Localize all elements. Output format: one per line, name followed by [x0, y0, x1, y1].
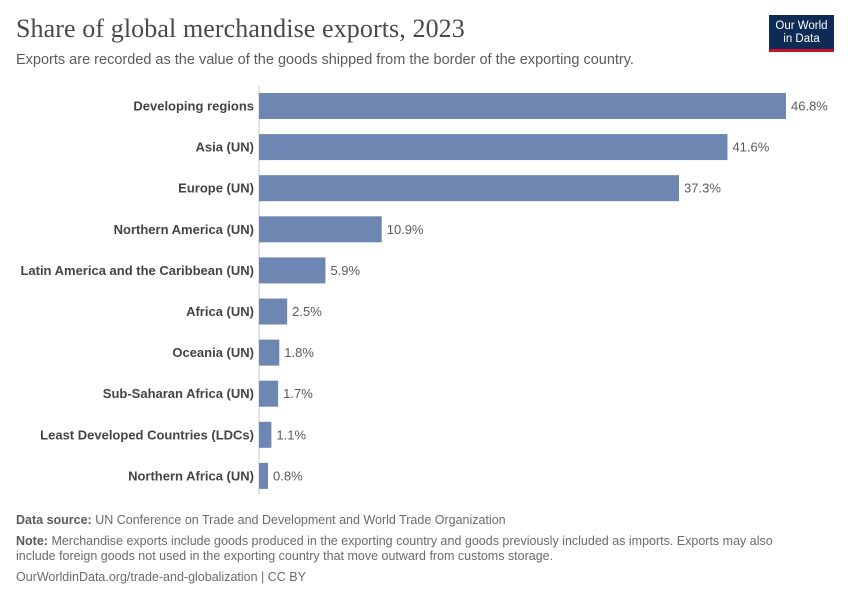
value-label: 10.9%: [387, 222, 424, 237]
bar[interactable]: [259, 421, 272, 448]
bar[interactable]: [259, 93, 786, 119]
note-text: Merchandise exports include goods produc…: [16, 534, 773, 563]
value-label: 41.6%: [732, 140, 769, 155]
value-label: 46.8%: [791, 99, 828, 114]
source-label: Data source:: [16, 513, 92, 527]
bar[interactable]: [259, 462, 269, 489]
category-label: Least Developed Countries (LDCs): [40, 427, 254, 442]
bar[interactable]: [259, 175, 680, 202]
bar[interactable]: [259, 339, 280, 366]
data-source: Data source: UN Conference on Trade and …: [16, 513, 506, 528]
value-label: 0.8%: [273, 468, 303, 483]
category-label: Sub-Saharan Africa (UN): [103, 386, 254, 401]
category-label: Latin America and the Caribbean (UN): [20, 263, 254, 278]
bar[interactable]: [259, 257, 326, 284]
value-label: 1.8%: [284, 345, 314, 360]
category-label: Developing regions: [133, 99, 254, 114]
source-url[interactable]: OurWorldinData.org/trade-and-globalizati…: [16, 570, 306, 584]
category-label: Africa (UN): [186, 304, 254, 319]
value-label: 1.1%: [276, 427, 306, 442]
bar[interactable]: [259, 216, 382, 243]
chart-title: Share of global merchandise exports, 202…: [16, 14, 465, 43]
source-text: UN Conference on Trade and Development a…: [95, 513, 506, 527]
value-label: 2.5%: [292, 304, 322, 319]
chart-note: Note: Merchandise exports include goods …: [16, 534, 806, 564]
logo-line-1: Our World: [775, 20, 828, 32]
category-label: Asia (UN): [195, 140, 254, 155]
value-label: 1.7%: [283, 386, 313, 401]
category-label: Europe (UN): [178, 181, 254, 196]
note-label: Note:: [16, 534, 48, 548]
bar[interactable]: [259, 380, 279, 407]
value-label: 37.3%: [684, 181, 721, 196]
chart-subtitle: Exports are recorded as the value of the…: [16, 52, 634, 68]
bar[interactable]: [259, 298, 288, 325]
value-label: 5.9%: [330, 263, 360, 278]
category-label: Northern Africa (UN): [128, 468, 254, 483]
category-label: Oceania (UN): [172, 345, 254, 360]
bar[interactable]: [259, 134, 728, 161]
logo-line-2: in Data: [783, 33, 820, 45]
owid-logo[interactable]: Our World in Data: [769, 15, 834, 52]
category-label: Northern America (UN): [114, 222, 254, 237]
